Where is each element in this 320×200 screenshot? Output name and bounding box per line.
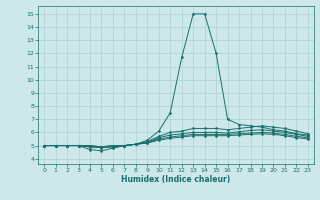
X-axis label: Humidex (Indice chaleur): Humidex (Indice chaleur)	[121, 175, 231, 184]
